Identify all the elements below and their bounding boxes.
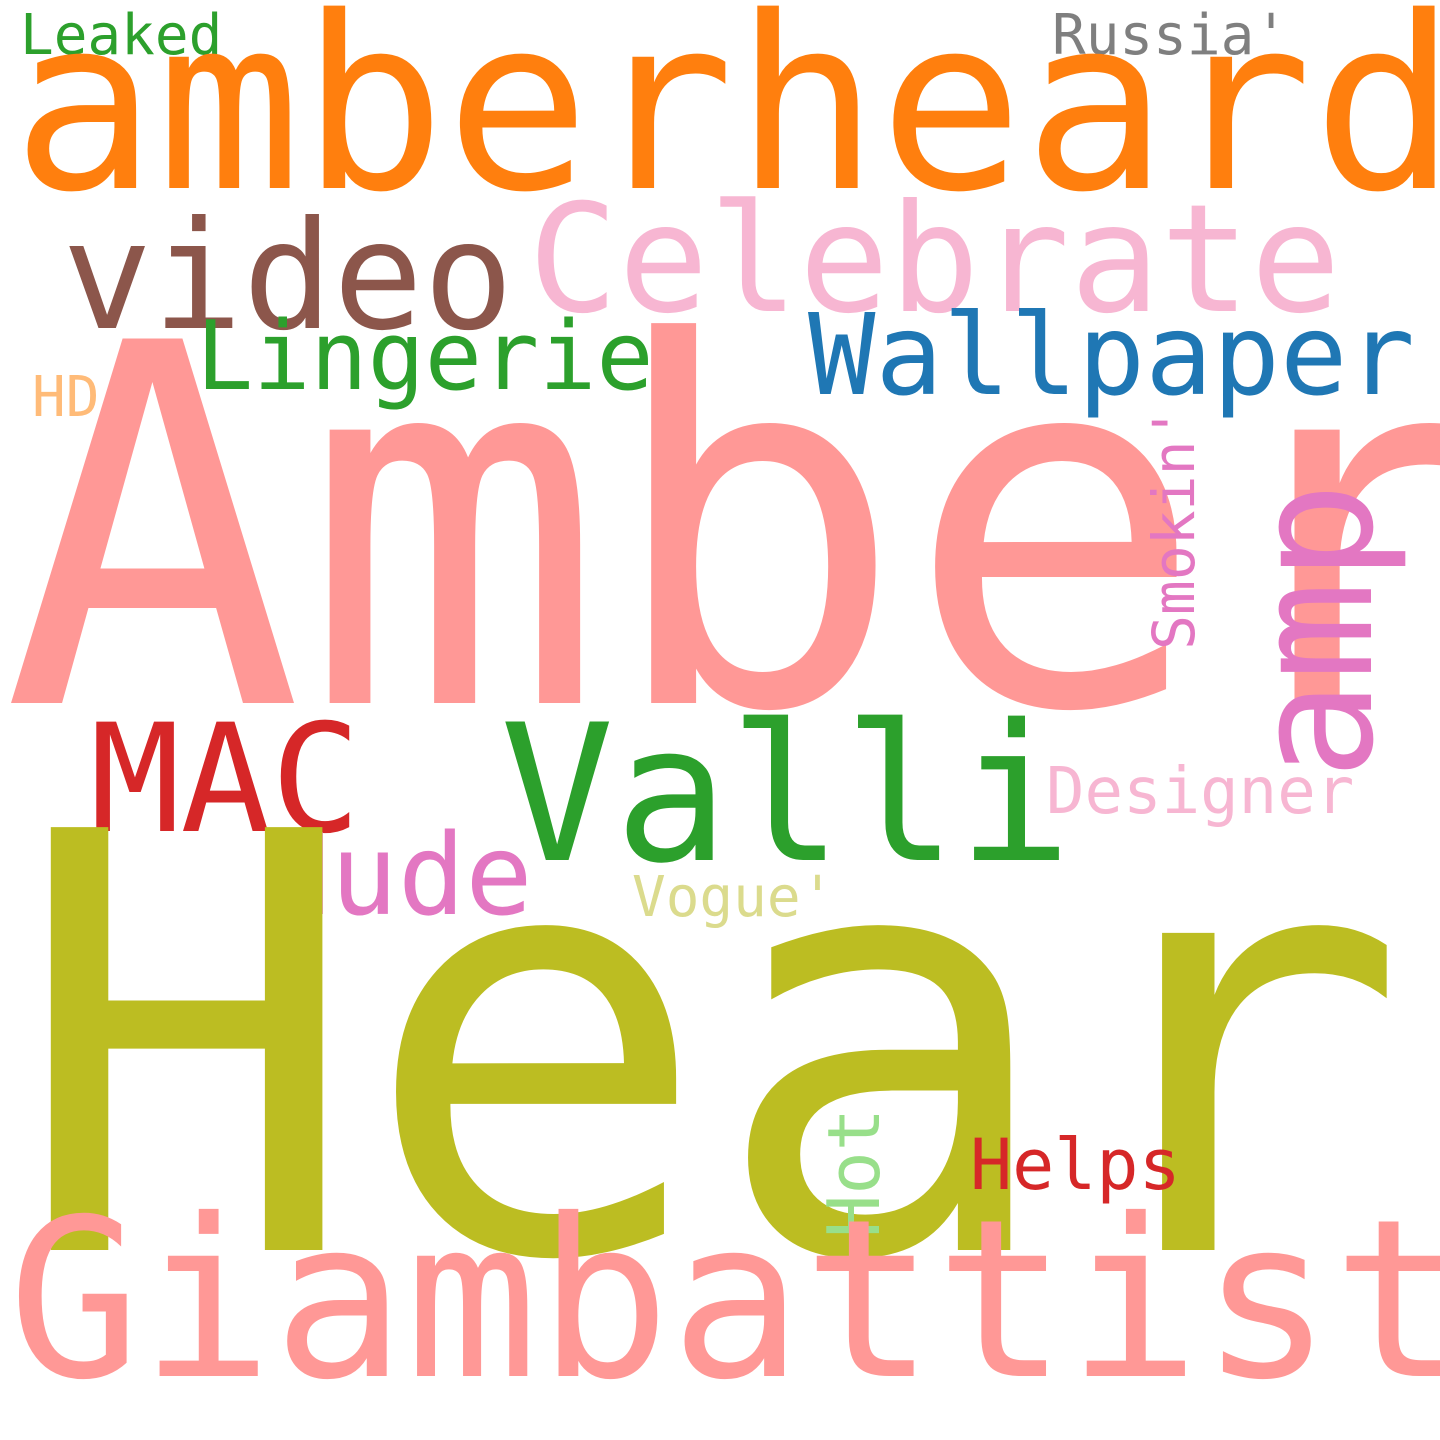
word-mac: MAC (90, 693, 361, 867)
word-vogue: Vogue' (632, 865, 835, 930)
word-giambattista: Giambattista (8, 1172, 1440, 1428)
word-designer: Designer (1046, 755, 1355, 829)
word-heard: Heard (12, 712, 1440, 1387)
word-nude: Nude (263, 811, 533, 941)
word-video: video (62, 190, 514, 364)
word-smokin: Smokin' (1140, 405, 1208, 650)
word-russia: Russia' (1052, 3, 1289, 68)
word-amber: Amber (2, 239, 1440, 821)
word-amberheard: amberheard (12, 0, 1440, 245)
word-lingerie: Lingerie (196, 302, 654, 412)
word-wallpaper: Wallpaper (808, 291, 1415, 421)
word-hd: HD (32, 365, 100, 430)
word-valli: Valli (500, 684, 1072, 905)
word-helps: Helps (970, 1124, 1181, 1206)
word-leaked: Leaked (20, 3, 223, 68)
word-celebrate: Celebrate (528, 173, 1341, 347)
